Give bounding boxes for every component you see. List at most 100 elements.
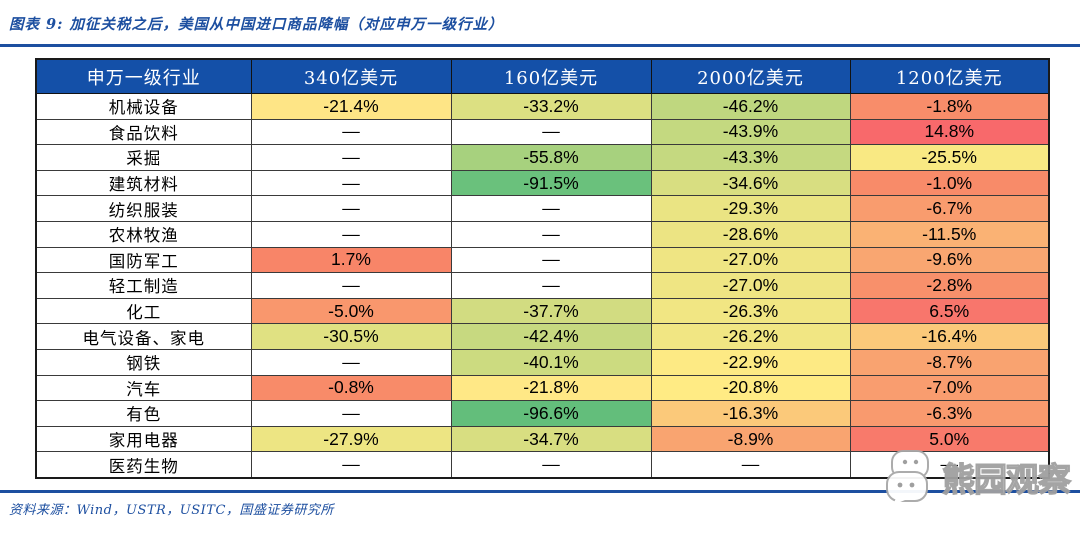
row-label: 建筑材料 [35,169,252,197]
col-header-industry: 申万一级行业 [35,58,252,94]
value-cell: — [849,451,1050,479]
value-cell: -43.9% [650,118,851,146]
value-cell: -28.6% [650,220,851,248]
value-cell: -5.0% [250,297,452,325]
table-row: 建筑材料 — -91.5% -34.6% -1.0% [35,169,1050,197]
source-note: 资料来源：Wind，USTR，USITC，国盛证券研究所 [9,503,334,518]
table-row: 机械设备 -21.4% -33.2% -46.2% -1.8% [35,93,1050,120]
value-cell: — [250,348,452,376]
value-cell: -16.3% [650,400,851,427]
value-cell: -9.6% [849,246,1050,274]
value-cell: -33.2% [450,93,652,120]
row-label: 汽车 [35,374,252,402]
row-label: 纺织服装 [35,195,252,222]
value-cell: — [250,144,452,171]
value-cell: — [250,195,452,222]
header-row: 申万一级行业 340亿美元 160亿美元 2000亿美元 1200亿美元 [35,58,1050,94]
tariff-impact-table: 申万一级行业 340亿美元 160亿美元 2000亿美元 1200亿美元 机械设… [35,58,1050,479]
value-cell: -11.5% [849,220,1050,248]
table-row: 国防军工 1.7% — -27.0% -9.6% [35,246,1050,274]
value-cell: — [650,451,851,479]
value-cell: 1.7% [250,246,452,274]
value-cell: -42.4% [450,323,652,350]
value-cell: -29.3% [650,195,851,222]
value-cell: -21.4% [250,93,452,120]
value-cell: — [450,220,652,248]
row-label: 农林牧渔 [35,220,252,248]
value-cell: -46.2% [650,93,851,120]
row-label: 国防军工 [35,246,252,274]
value-cell: -27.0% [650,272,851,299]
value-cell: -2.8% [849,272,1050,299]
table-row: 医药生物 — — — — [35,451,1050,479]
tariff-impact-table-wrap: 申万一级行业 340亿美元 160亿美元 2000亿美元 1200亿美元 机械设… [35,58,1050,479]
value-cell: -7.0% [849,374,1050,402]
value-cell: -34.6% [650,169,851,197]
value-cell: -27.0% [650,246,851,274]
top-divider-line [0,44,1080,47]
row-label: 有色 [35,400,252,427]
value-cell: -20.8% [650,374,851,402]
value-cell: -0.8% [250,374,452,402]
value-cell: — [250,220,452,248]
value-cell: — [250,451,452,479]
value-cell: -6.3% [849,400,1050,427]
table-row: 化工 -5.0% -37.7% -26.3% 6.5% [35,297,1050,325]
table-row: 轻工制造 — — -27.0% -2.8% [35,272,1050,299]
value-cell: -30.5% [250,323,452,350]
row-label: 家用电器 [35,425,252,453]
row-label: 机械设备 [35,93,252,120]
row-label: 医药生物 [35,451,252,479]
table-row: 钢铁 — -40.1% -22.9% -8.7% [35,348,1050,376]
value-cell: -16.4% [849,323,1050,350]
col-header-120b: 1200亿美元 [849,58,1050,94]
value-cell: -27.9% [250,425,452,453]
value-cell: 6.5% [849,297,1050,325]
value-cell: — [250,118,452,146]
value-cell: — [250,400,452,427]
value-cell: — [450,195,652,222]
value-cell: — [450,272,652,299]
value-cell: -37.7% [450,297,652,325]
value-cell: 14.8% [849,118,1050,146]
value-cell: — [450,118,652,146]
value-cell: -8.9% [650,425,851,453]
row-label: 电气设备、家电 [35,323,252,350]
table-row: 有色 — -96.6% -16.3% -6.3% [35,400,1050,427]
table-row: 家用电器 -27.9% -34.7% -8.9% 5.0% [35,425,1050,453]
value-cell: — [450,246,652,274]
value-cell: — [450,451,652,479]
table-body: 机械设备 -21.4% -33.2% -46.2% -1.8% 食品饮料 — — -43.9% 1… [35,93,1050,479]
value-cell: -40.1% [450,348,652,376]
value-cell: -21.8% [450,374,652,402]
value-cell: 5.0% [849,425,1050,453]
value-cell: -43.3% [650,144,851,171]
col-header-34b: 340亿美元 [250,58,452,94]
value-cell: -91.5% [450,169,652,197]
value-cell: -1.8% [849,93,1050,120]
value-cell: -26.2% [650,323,851,350]
value-cell: -22.9% [650,348,851,376]
value-cell: — [250,169,452,197]
value-cell: -8.7% [849,348,1050,376]
table-row: 食品饮料 — — -43.9% 14.8% [35,118,1050,146]
row-label: 钢铁 [35,348,252,376]
value-cell: -55.8% [450,144,652,171]
col-header-16b: 160亿美元 [450,58,652,94]
bottom-divider-line [0,490,1080,493]
table-row: 纺织服装 — — -29.3% -6.7% [35,195,1050,222]
table-row: 采掘 — -55.8% -43.3% -25.5% [35,144,1050,171]
row-label: 食品饮料 [35,118,252,146]
figure-title: 图表 9: 加征关税之后，美国从中国进口商品降幅（对应申万一级行业） [9,16,504,33]
col-header-200b: 2000亿美元 [650,58,851,94]
row-label: 采掘 [35,144,252,171]
value-cell: -34.7% [450,425,652,453]
table-row: 汽车 -0.8% -21.8% -20.8% -7.0% [35,374,1050,402]
value-cell: -26.3% [650,297,851,325]
row-label: 轻工制造 [35,272,252,299]
value-cell: -96.6% [450,400,652,427]
table-row: 电气设备、家电 -30.5% -42.4% -26.2% -16.4% [35,323,1050,350]
value-cell: -6.7% [849,195,1050,222]
table-row: 农林牧渔 — — -28.6% -11.5% [35,220,1050,248]
